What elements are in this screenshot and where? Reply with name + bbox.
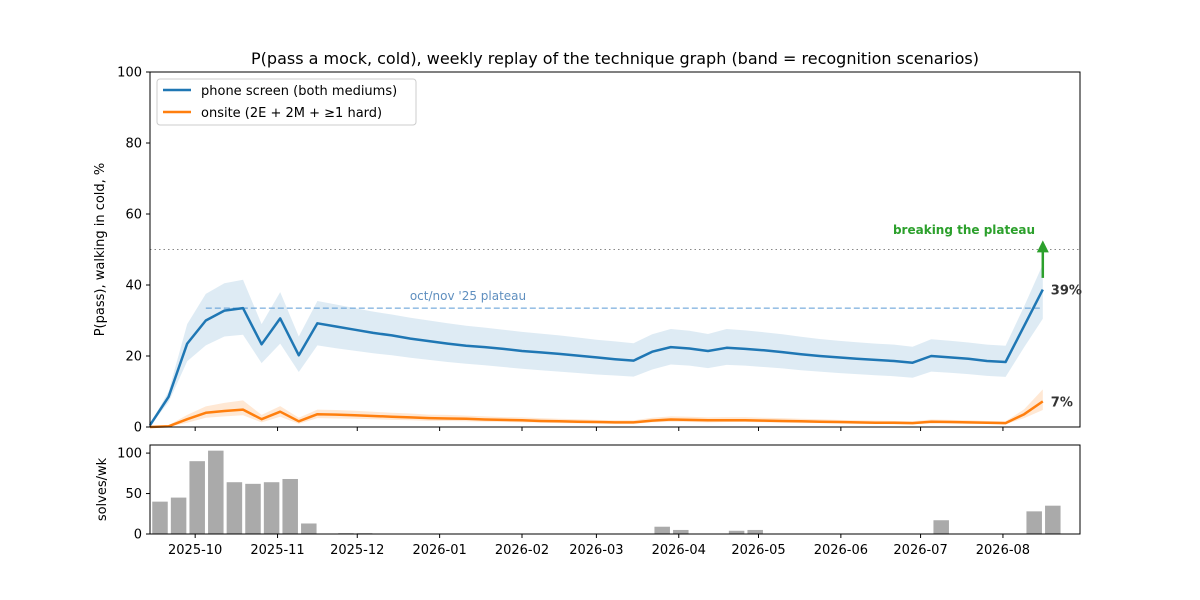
main-y-tick-label: 0 — [134, 421, 142, 436]
solves-bar — [208, 450, 224, 534]
series-line-phone — [148, 289, 1044, 426]
plateau-break-annotation: breaking the plateau — [893, 223, 1035, 237]
x-tick-label: 2025-12 — [330, 543, 384, 558]
x-tick-label: 2026-05 — [731, 543, 785, 558]
solves-bar — [170, 497, 187, 534]
legend-label-phone: phone screen (both mediums) — [201, 84, 397, 99]
x-tick-label: 2026-08 — [976, 543, 1030, 558]
solves-bar — [673, 529, 689, 534]
bar-x-axis-ticks: 2025-10 2025-11 2025-12 2026-01 2026-02 2026-… — [168, 534, 1030, 558]
main-y-tick-label: 100 — [117, 66, 142, 81]
band-onsite — [150, 389, 1043, 427]
main-y-tick-label: 60 — [125, 208, 142, 223]
solves-bar — [152, 501, 168, 534]
chart-title: P(pass a mock, cold), weekly replay of t… — [251, 49, 979, 68]
main-y-tick-label: 20 — [125, 350, 142, 365]
solves-panel: 0 50 100 2025-10 2025-11 2025-12 2026-01 2026-… — [95, 444, 1081, 558]
solves-bar — [933, 520, 949, 534]
confidence-bands — [150, 264, 1043, 427]
main-x-axis-ticks — [194, 427, 1004, 431]
legend: phone screen (both mediums) onsite (2E +… — [156, 78, 417, 126]
main-y-tick-label: 40 — [125, 279, 142, 294]
solves-bar — [1026, 511, 1042, 534]
plateau-label: oct/nov '25 plateau — [410, 289, 526, 303]
reference-lines — [150, 249, 1080, 309]
series-line-onsite — [149, 400, 1044, 429]
bar-y-axis-label: solves/wk — [95, 457, 110, 521]
bar-y-tick-label: 50 — [125, 487, 142, 502]
solves-bar — [282, 478, 298, 534]
x-tick-label: 2026-01 — [412, 543, 466, 558]
solves-bar — [245, 483, 261, 534]
solves-bars — [152, 450, 1061, 534]
solves-bar — [747, 529, 763, 534]
solves-bar — [226, 482, 243, 534]
solves-bar — [301, 523, 317, 534]
x-tick-label: 2025-11 — [250, 543, 304, 558]
x-tick-label: 2026-03 — [569, 543, 623, 558]
x-tick-label: 2026-02 — [495, 543, 549, 558]
annotation-arrow — [1036, 240, 1049, 278]
solves-bar — [728, 530, 745, 534]
legend-label-onsite: onsite (2E + 2M + ≥1 hard) — [201, 106, 382, 121]
series-lines — [148, 289, 1044, 429]
end-label-onsite: 7% — [1051, 395, 1073, 410]
main-y-axis-label: P(pass), walking in cold, % — [93, 163, 108, 337]
legend-box — [156, 78, 417, 126]
bar-plot-frame — [149, 444, 1081, 535]
main-panel: 0 20 40 60 80 100 P(pass), walking in cold, %… — [93, 66, 1082, 436]
solves-bar — [189, 461, 205, 534]
band-phone — [150, 264, 1043, 426]
end-label-phone: 39% — [1051, 284, 1082, 299]
x-tick-label: 2026-04 — [652, 543, 706, 558]
solves-bar — [263, 482, 280, 534]
x-tick-label: 2026-07 — [893, 543, 947, 558]
main-y-axis-ticks: 0 20 40 60 80 100 — [117, 66, 150, 436]
x-tick-label: 2026-06 — [814, 543, 868, 558]
bar-y-tick-label: 100 — [117, 447, 142, 462]
solves-bar — [654, 526, 670, 534]
x-tick-label: 2025-10 — [168, 543, 222, 558]
main-y-tick-label: 80 — [125, 137, 142, 152]
main-plot-frame — [149, 71, 1081, 428]
solves-bar — [1045, 505, 1061, 534]
annotation-arrow-head — [1036, 240, 1049, 253]
bar-y-axis-ticks: 0 50 100 — [117, 447, 150, 543]
bar-y-tick-label: 0 — [134, 528, 142, 543]
